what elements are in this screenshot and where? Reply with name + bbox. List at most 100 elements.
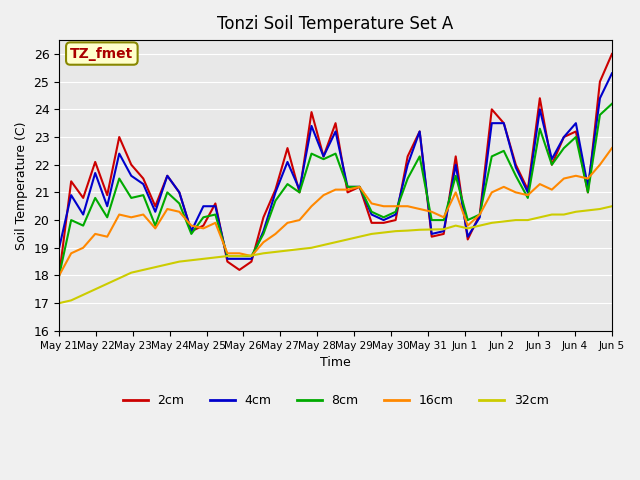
2cm <box>512 162 520 168</box>
2cm <box>320 154 328 159</box>
8cm <box>560 145 568 151</box>
2cm <box>488 107 495 112</box>
8cm <box>140 192 147 198</box>
16cm <box>79 245 87 251</box>
2cm <box>344 190 351 195</box>
32cm <box>127 270 135 276</box>
8cm <box>500 148 508 154</box>
8cm <box>188 231 195 237</box>
Line: 2cm: 2cm <box>59 54 612 276</box>
32cm <box>320 242 328 248</box>
16cm <box>512 190 520 195</box>
16cm <box>332 187 339 192</box>
32cm <box>92 287 99 292</box>
16cm <box>271 231 279 237</box>
8cm <box>296 190 303 195</box>
16cm <box>548 187 556 192</box>
4cm <box>67 192 75 198</box>
32cm <box>188 257 195 263</box>
8cm <box>536 126 543 132</box>
2cm <box>416 129 424 134</box>
2cm <box>404 154 412 159</box>
4cm <box>416 129 424 134</box>
2cm <box>175 190 183 195</box>
16cm <box>464 223 472 228</box>
32cm <box>584 207 592 213</box>
32cm <box>560 212 568 217</box>
32cm <box>260 251 268 256</box>
8cm <box>308 151 316 156</box>
8cm <box>596 112 604 118</box>
4cm <box>404 162 412 168</box>
32cm <box>248 252 255 258</box>
2cm <box>115 134 123 140</box>
32cm <box>152 264 159 270</box>
8cm <box>55 273 63 278</box>
16cm <box>188 223 195 228</box>
4cm <box>223 256 231 262</box>
8cm <box>248 253 255 259</box>
4cm <box>212 204 220 209</box>
2cm <box>236 267 243 273</box>
4cm <box>332 129 339 134</box>
16cm <box>392 204 399 209</box>
32cm <box>536 215 543 220</box>
2cm <box>296 190 303 195</box>
16cm <box>236 251 243 256</box>
16cm <box>356 184 364 190</box>
2cm <box>368 220 376 226</box>
16cm <box>524 192 532 198</box>
16cm <box>175 209 183 215</box>
2cm <box>260 215 268 220</box>
8cm <box>163 190 171 195</box>
16cm <box>368 201 376 206</box>
16cm <box>584 176 592 181</box>
8cm <box>212 212 220 217</box>
8cm <box>584 190 592 195</box>
16cm <box>608 145 616 151</box>
32cm <box>175 259 183 264</box>
4cm <box>320 154 328 159</box>
2cm <box>92 159 99 165</box>
8cm <box>332 151 339 156</box>
8cm <box>284 181 291 187</box>
32cm <box>212 254 220 260</box>
4cm <box>260 228 268 234</box>
16cm <box>344 187 351 192</box>
16cm <box>476 212 484 217</box>
2cm <box>596 79 604 84</box>
4cm <box>79 212 87 217</box>
32cm <box>356 234 364 240</box>
32cm <box>236 253 243 259</box>
16cm <box>416 206 424 212</box>
16cm <box>140 212 147 217</box>
16cm <box>560 176 568 181</box>
16cm <box>104 234 111 240</box>
32cm <box>416 227 424 233</box>
16cm <box>55 273 63 278</box>
32cm <box>488 220 495 226</box>
2cm <box>284 145 291 151</box>
8cm <box>512 173 520 179</box>
16cm <box>115 212 123 217</box>
32cm <box>79 292 87 298</box>
4cm <box>368 212 376 217</box>
16cm <box>260 240 268 245</box>
4cm <box>392 212 399 217</box>
2cm <box>464 237 472 242</box>
8cm <box>416 154 424 159</box>
2cm <box>440 231 447 237</box>
16cm <box>223 251 231 256</box>
32cm <box>140 267 147 273</box>
2cm <box>200 223 207 228</box>
Title: Tonzi Soil Temperature Set A: Tonzi Soil Temperature Set A <box>218 15 454 33</box>
2cm <box>572 129 580 134</box>
4cm <box>356 184 364 190</box>
8cm <box>92 195 99 201</box>
32cm <box>392 228 399 234</box>
8cm <box>67 217 75 223</box>
16cm <box>440 215 447 220</box>
16cm <box>320 192 328 198</box>
32cm <box>464 226 472 231</box>
Y-axis label: Soil Temperature (C): Soil Temperature (C) <box>15 121 28 250</box>
